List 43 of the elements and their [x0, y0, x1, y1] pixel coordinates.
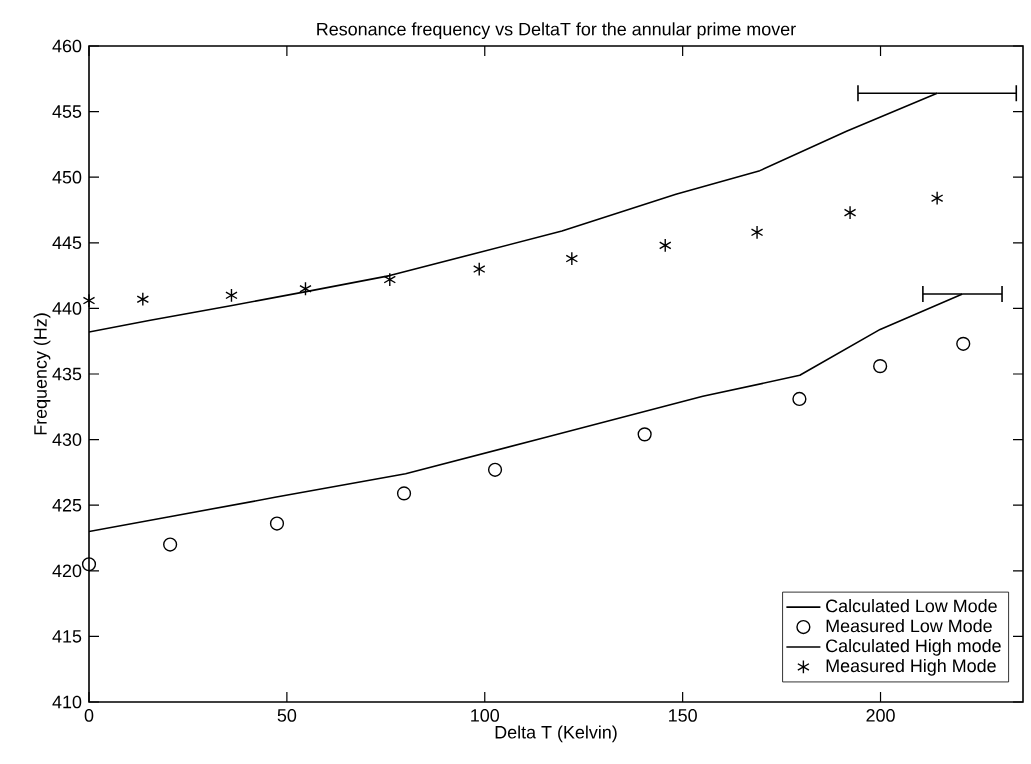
point: [565, 251, 579, 266]
point: [269, 516, 285, 531]
y-axis-title: Frequency (Hz): [33, 313, 51, 435]
point: [136, 292, 150, 307]
point: [750, 225, 764, 240]
point: [383, 272, 397, 287]
point: [163, 537, 178, 552]
point: [472, 261, 486, 277]
x-axis-title: Delta T (Kelvin): [495, 725, 617, 743]
legend-label: Measured High Mode: [826, 658, 996, 676]
point: [225, 288, 238, 303]
y-tick-label: 415: [52, 630, 82, 643]
point: [930, 191, 944, 206]
y-tick-label: 425: [52, 498, 82, 512]
x-tick-label: 150: [669, 709, 697, 722]
point: [637, 427, 652, 442]
point: [956, 336, 971, 351]
x-tick-label: 0: [84, 709, 94, 722]
chart-title: Resonance frequency vs DeltaT for the annular prime mover: [317, 22, 796, 40]
point: [659, 238, 672, 253]
point: [81, 557, 97, 572]
y-tick-label: 420: [52, 564, 82, 578]
point: [82, 293, 96, 308]
legend-label: Calculated Low Mode: [826, 599, 997, 613]
x-tick-label: 200: [866, 709, 895, 722]
y-tick-label: 435: [52, 367, 82, 381]
y-tick-label: 455: [52, 105, 82, 118]
y-tick-label: 450: [52, 170, 82, 184]
x-tick-label: 100: [471, 709, 500, 722]
legend-label: Calculated High mode: [826, 639, 1001, 656]
y-tick-label: 445: [52, 236, 82, 250]
point: [873, 359, 888, 374]
legend-label: Measured Low Mode: [826, 619, 992, 633]
point: [843, 205, 857, 220]
y-tick-label: 410: [52, 695, 82, 709]
point: [487, 462, 503, 477]
point: [299, 281, 312, 296]
point: [792, 391, 807, 407]
point: [396, 486, 412, 501]
y-tick-label: 440: [52, 302, 82, 315]
x-tick-label: 50: [277, 709, 297, 722]
y-tick-label: 460: [52, 39, 82, 53]
y-tick-label: 430: [52, 433, 82, 446]
